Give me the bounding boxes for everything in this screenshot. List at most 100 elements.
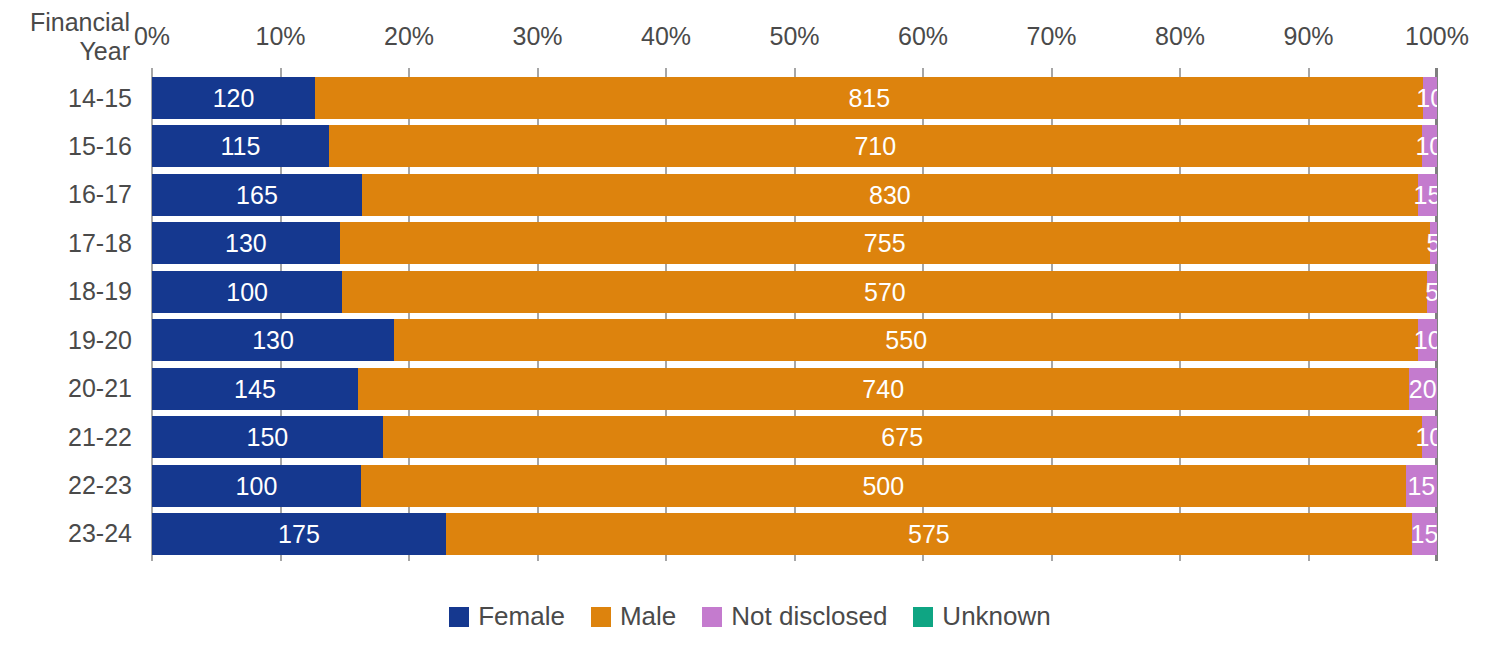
category-label-16-17: 16-17 (0, 174, 132, 216)
bar-segment-female[interactable]: 130 (152, 319, 394, 361)
bar-segment-female[interactable]: 115 (152, 125, 329, 167)
x-tick-label: 70% (1026, 22, 1076, 51)
bar-value-label: 740 (862, 376, 904, 401)
x-tick-label: 90% (1283, 22, 1333, 51)
bar-segment-not-disclosed[interactable]: 10 (1422, 416, 1437, 458)
bar-segment-not-disclosed[interactable]: 20 (1409, 368, 1437, 410)
bar-value-label: 10 (1414, 328, 1437, 353)
category-label-15-16: 15-16 (0, 125, 132, 167)
bar-value-label: 165 (236, 182, 278, 207)
x-tick-label: 0% (134, 22, 170, 51)
bar-segment-male[interactable]: 740 (358, 368, 1409, 410)
bar-value-label: 575 (908, 521, 950, 546)
bar-segment-not-disclosed[interactable]: 15 (1412, 513, 1437, 555)
bar-value-label: 500 (862, 473, 904, 498)
legend-swatch-female (449, 607, 469, 627)
bar-row-19-20: 130 55010 (152, 319, 1437, 361)
bar-row-17-18: 130 755 5 (152, 222, 1437, 264)
bar-segment-female[interactable]: 100 (152, 271, 342, 313)
category-label-21-22: 21-22 (0, 416, 132, 458)
bar-row-22-23: 100 500 15 (152, 465, 1437, 507)
y-axis-title: Financial Year (0, 8, 130, 66)
bar-value-label: 675 (881, 425, 923, 450)
plot-area: 1208151011571010165830151307555100570513… (152, 68, 1437, 561)
bar-segment-male[interactable]: 550 (394, 319, 1418, 361)
legend-label: Unknown (942, 601, 1050, 632)
x-tick-label: 10% (255, 22, 305, 51)
bar-segment-female[interactable]: 145 (152, 368, 358, 410)
bar-segment-not-disclosed[interactable]: 15 (1406, 465, 1437, 507)
legend-item-female[interactable]: Female (449, 601, 565, 632)
bar-value-label: 100 (236, 473, 278, 498)
x-tick-label: 100% (1405, 22, 1469, 51)
category-label-19-20: 19-20 (0, 319, 132, 361)
bar-rows: 1208151011571010165830151307555100570513… (152, 77, 1437, 555)
legend-swatch-unknown (913, 607, 933, 627)
x-tick-label: 20% (384, 22, 434, 51)
bar-segment-male[interactable]: 815 (315, 77, 1423, 119)
bar-row-15-16: 115 710 10 (152, 125, 1437, 167)
bar-row-16-17: 165 830 15 (152, 174, 1437, 216)
bar-value-label: 710 (854, 134, 896, 159)
bar-value-label: 10 (1416, 86, 1437, 111)
x-tick-label: 30% (512, 22, 562, 51)
category-label-22-23: 22-23 (0, 465, 132, 507)
bar-segment-male[interactable]: 830 (362, 174, 1418, 216)
category-label-14-15: 14-15 (0, 77, 132, 119)
bar-value-label: 10 (1415, 134, 1437, 159)
category-label-17-18: 17-18 (0, 222, 132, 264)
bar-segment-female[interactable]: 165 (152, 174, 362, 216)
bar-value-label: 10 (1415, 425, 1437, 450)
bar-segment-female[interactable]: 175 (152, 513, 446, 555)
bar-value-label: 130 (225, 231, 267, 256)
bar-segment-not-disclosed[interactable]: 10 (1422, 125, 1437, 167)
bar-segment-male[interactable]: 570 (342, 271, 1427, 313)
bar-row-18-19: 100 570 5 (152, 271, 1437, 313)
category-label-18-19: 18-19 (0, 271, 132, 313)
legend-item-male[interactable]: Male (591, 601, 676, 632)
legend-label: Male (620, 601, 676, 632)
bar-segment-not-disclosed[interactable]: 15 (1418, 174, 1437, 216)
bar-value-label: 175 (278, 521, 320, 546)
bar-segment-not-disclosed[interactable]: 10 (1418, 319, 1437, 361)
bar-value-label: 15 (1410, 521, 1437, 546)
bar-value-label: 130 (252, 328, 294, 353)
x-axis: 0%10%20%30%40%50%60%70%80%90%100% (152, 0, 1437, 60)
bar-segment-male[interactable]: 755 (340, 222, 1430, 264)
legend: Female Male Not disclosed Unknown (0, 601, 1500, 632)
bar-value-label: 100 (226, 279, 268, 304)
bar-row-20-21: 145 740 20 (152, 368, 1437, 410)
legend-swatch-not-disclosed (702, 607, 722, 627)
legend-label: Female (478, 601, 565, 632)
bar-segment-male[interactable]: 675 (383, 416, 1422, 458)
stacked-bar-chart: Financial Year 0% 10% 20% 30% 40% 50% 60% 70% 80… (0, 0, 1500, 662)
bar-segment-female[interactable]: 100 (152, 465, 361, 507)
bar-segment-not-disclosed[interactable]: 5 (1430, 222, 1437, 264)
category-labels: 14-15 15-16 16-17 17-18 18-19 19-20 20-21 21-22… (0, 77, 132, 555)
x-tick-label: 80% (1155, 22, 1205, 51)
bar-value-label: 570 (864, 279, 906, 304)
bar-segment-female[interactable]: 150 (152, 416, 383, 458)
bar-segment-male[interactable]: 710 (329, 125, 1422, 167)
x-tick-label: 60% (898, 22, 948, 51)
bar-row-23-24: 175 575 15 (152, 513, 1437, 555)
bar-segment-not-disclosed[interactable]: 5 (1427, 271, 1437, 313)
bar-value-label: 15 (1407, 473, 1435, 498)
category-label-23-24: 23-24 (0, 513, 132, 555)
bar-segment-not-disclosed[interactable]: 10 (1423, 77, 1437, 119)
x-tick-label: 50% (769, 22, 819, 51)
bar-value-label: 115 (221, 134, 261, 159)
legend-swatch-male (591, 607, 611, 627)
bar-segment-male[interactable]: 500 (361, 465, 1406, 507)
category-label-20-21: 20-21 (0, 368, 132, 410)
bar-segment-male[interactable]: 575 (446, 513, 1412, 555)
bar-segment-female[interactable]: 130 (152, 222, 340, 264)
x-tick-label: 40% (641, 22, 691, 51)
bar-value-label: 120 (213, 86, 255, 111)
bar-segment-female[interactable]: 120 (152, 77, 315, 119)
bar-value-label: 755 (864, 231, 906, 256)
legend-item-unknown[interactable]: Unknown (913, 601, 1050, 632)
legend-item-not-disclosed[interactable]: Not disclosed (702, 601, 887, 632)
bar-value-label: 830 (869, 182, 911, 207)
bar-value-label: 20 (1409, 376, 1437, 401)
